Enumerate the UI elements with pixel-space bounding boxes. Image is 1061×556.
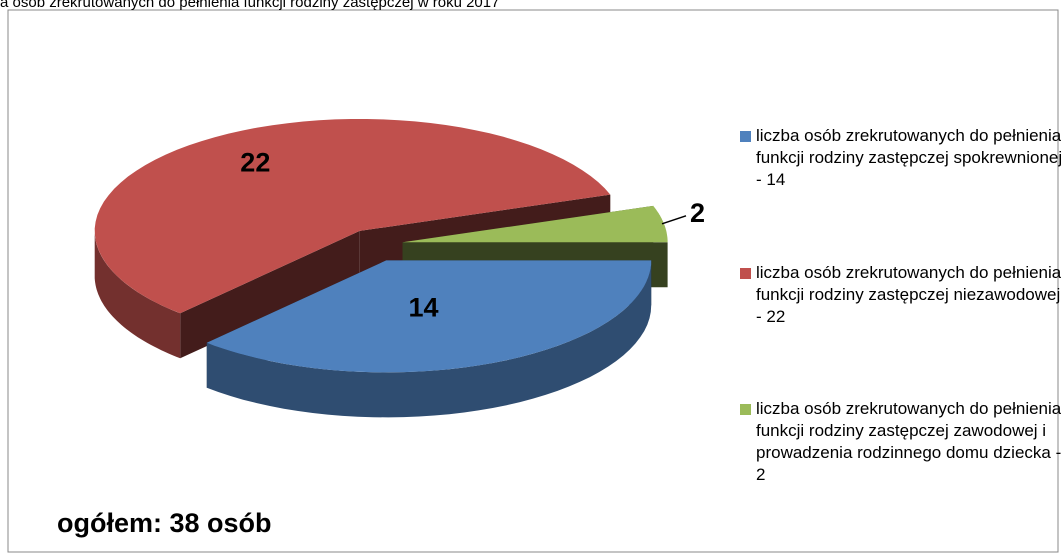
legend-label: liczba osób zrekrutowanych do pełnienia … (756, 126, 1061, 189)
slice-side (180, 230, 360, 359)
legend-swatch (740, 131, 751, 142)
slice-wall (94, 230, 181, 359)
legend-swatch (740, 404, 751, 415)
leader-line (661, 215, 687, 225)
legend-entry: liczba osób zrekrutowanych do pełnienia … (740, 125, 1061, 191)
data-label: 2 (690, 198, 705, 228)
legend-entry: liczba osób zrekrutowanych do pełnienia … (740, 398, 1061, 486)
annotation: ogółem: 38 osób (57, 508, 272, 538)
slice (94, 119, 611, 314)
legend-label: liczba osób zrekrutowanych do pełnienia … (756, 263, 1061, 326)
legend-swatch (740, 268, 751, 279)
legend-entry: liczba osób zrekrutowanych do pełnienia … (740, 262, 1061, 328)
chart-title: a osób zrekrutowanych do pełnienia funkc… (0, 0, 499, 11)
legend-label: liczba osób zrekrutowanych do pełnienia … (756, 399, 1061, 484)
data-label: 22 (240, 147, 270, 177)
slice-wall (206, 260, 652, 418)
slice (206, 260, 652, 373)
data-label: 14 (408, 292, 438, 322)
slice (402, 205, 668, 243)
